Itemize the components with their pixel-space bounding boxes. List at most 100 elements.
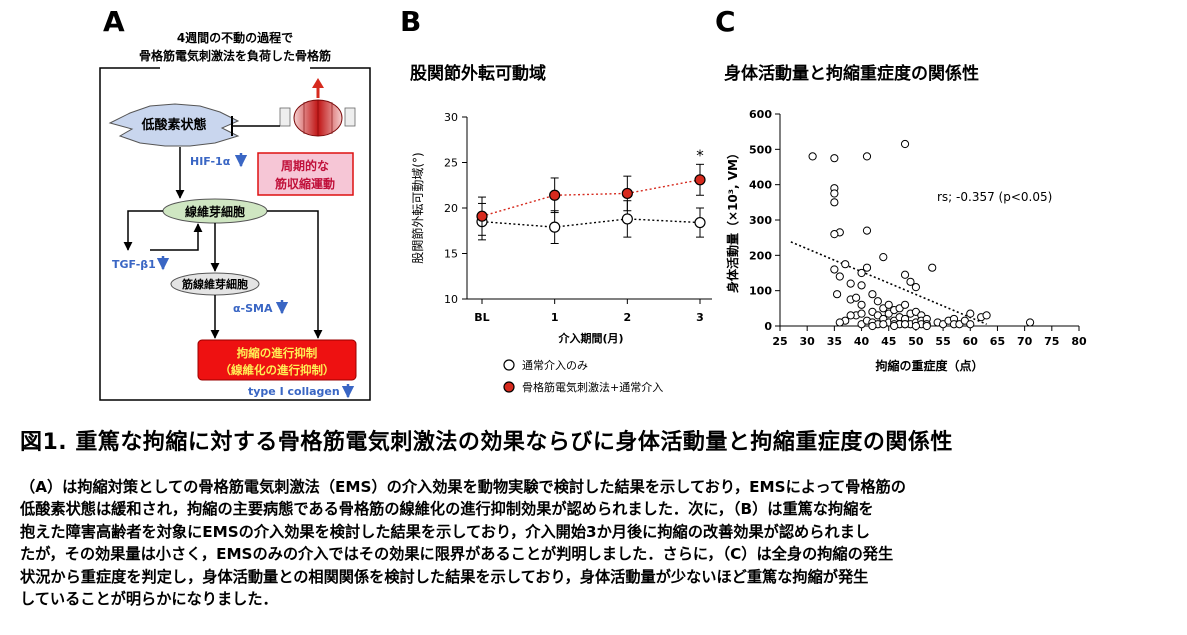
- data-point: [549, 221, 561, 233]
- scatter-point: [890, 321, 899, 331]
- scatter-point: [830, 189, 839, 198]
- caption-line: していることが明らかになりました．: [20, 590, 278, 609]
- y-axis-label: 股関節外転可動域(°): [410, 152, 425, 263]
- scatter-point: [911, 283, 921, 292]
- scatter-point: [857, 300, 866, 309]
- x-tick-label: 65: [990, 335, 1005, 348]
- hif-label: HIF-1α: [190, 155, 231, 168]
- x-tick-label: 30: [800, 335, 816, 348]
- scatter-point: [900, 139, 910, 149]
- scatter-point: [857, 268, 866, 278]
- scatter-point: [868, 290, 877, 299]
- scatter-point: [830, 230, 839, 239]
- caption-line: 抱えた障害高齢者を対象にEMSの介入効果を検討した結果を示しており，介入開始3か…: [20, 522, 870, 541]
- scatter-point: [830, 198, 839, 207]
- y-tick-label: 400: [749, 179, 772, 192]
- legend-label: 通常介入のみ: [522, 359, 588, 372]
- legend-marker: [503, 381, 515, 393]
- x-tick-label: BL: [474, 311, 489, 324]
- x-tick-label: 25: [772, 335, 787, 348]
- legend-label: 骨格筋電気刺激法+通常介入: [522, 380, 663, 394]
- scatter-point: [830, 265, 839, 274]
- x-tick-label: 60: [963, 335, 979, 348]
- muscle-illustration: [279, 78, 356, 137]
- result-label-2: （線維化の進行抑制）: [220, 363, 335, 377]
- scatter-point: [922, 321, 931, 331]
- scatter-point: [1025, 318, 1035, 327]
- scatter-point: [982, 311, 991, 320]
- result-box: [197, 339, 357, 381]
- panel-a-letter: A: [103, 5, 125, 38]
- collagen-label: type I collagen: [248, 385, 340, 398]
- periodic-label-2: 筋収縮運動: [274, 176, 335, 191]
- scatter-point: [884, 300, 893, 309]
- y-tick-label: 25: [444, 157, 458, 170]
- data-point: [621, 213, 633, 225]
- scatter-point: [841, 260, 850, 269]
- frame: [99, 67, 371, 401]
- scatter-point: [835, 272, 844, 281]
- x-tick-label: 3: [696, 311, 704, 324]
- periodic-contraction-box: [257, 152, 354, 196]
- panel-a-diagram: 4週間の不動の過程で 骨格筋電気刺激法を負荷した骨格筋 低酸素状態 周期的な 筋…: [99, 30, 371, 401]
- hypoxia-label: 低酸素状態: [140, 117, 206, 133]
- series-1: [476, 200, 706, 244]
- series-2: [476, 163, 706, 236]
- x-axis-label: 拘縮の重症度（点）: [875, 358, 983, 373]
- scatter-point: [879, 320, 888, 329]
- legend-marker: [503, 359, 515, 371]
- panel-b-letter: B: [400, 5, 422, 38]
- data-point: [549, 189, 561, 201]
- scatter-point: [808, 152, 817, 161]
- y-tick-label: 300: [749, 214, 772, 227]
- scatter-point: [900, 320, 910, 329]
- x-tick-label: 35: [827, 335, 842, 348]
- data-point: [621, 187, 633, 200]
- x-tick-label: 1: [551, 311, 559, 324]
- x-tick-label: 55: [935, 335, 950, 348]
- trend-line: [790, 241, 987, 325]
- tgf-feedback-arrow: [150, 223, 203, 251]
- scatter-point: [868, 321, 877, 331]
- tgf-arrow: [123, 210, 163, 251]
- periodic-label-1: 周期的な: [281, 158, 329, 173]
- y-tick-label: 20: [444, 202, 458, 215]
- frame-title-2: 骨格筋電気刺激法を負荷した骨格筋: [139, 48, 331, 63]
- correlation-annotation: rs; -0.357 (p<0.05): [937, 190, 1052, 204]
- scatter-point: [862, 152, 872, 161]
- x-tick-label: 75: [1044, 335, 1059, 348]
- figure-caption-title: 図1. 重篤な拘縮に対する骨格筋電気刺激法の効果ならびに身体活動量と拘縮重症度の…: [20, 430, 953, 455]
- x-tick-label: 50: [908, 335, 924, 348]
- scatter-point: [906, 277, 915, 286]
- scatter-point: [846, 311, 855, 320]
- scatter-point: [900, 300, 910, 309]
- scatter-point: [830, 154, 839, 163]
- sma-label: α-SMA: [233, 302, 273, 315]
- y-tick-label: 30: [444, 111, 458, 124]
- scatter-point: [852, 293, 861, 302]
- x-tick-label: 45: [881, 335, 896, 348]
- scatter-point: [911, 321, 921, 331]
- y-tick-label: 0: [764, 320, 772, 333]
- caption-line: （A）は拘縮対策としての骨格筋電気刺激法（EMS）の介入効果を動物実験で検討した…: [20, 478, 906, 496]
- scatter-point: [900, 270, 910, 279]
- data-point: [694, 174, 706, 186]
- result-label-1: 拘縮の進行抑制: [237, 346, 318, 360]
- scatter-point: [873, 297, 882, 306]
- y-tick-label: 100: [749, 285, 772, 298]
- hypoxia-burst: [108, 103, 240, 147]
- scatter-point: [857, 309, 866, 318]
- panel-c-title: 身体活動量と拘縮重症度の関係性: [724, 64, 979, 84]
- y-axis-label: 身体活動量（×10³, VM）: [725, 147, 740, 293]
- x-tick-label: 80: [1071, 335, 1087, 348]
- fibroblast-label: 線維芽細胞: [185, 204, 245, 219]
- y-tick-label: 500: [749, 143, 772, 156]
- y-tick-label: 15: [444, 248, 458, 261]
- series-line: [481, 218, 701, 228]
- rom-line-chart: 10 15 20 25 30 BL 1 2 3 * 股関節外転可動域(°) 介入期間(月) 通…: [410, 111, 712, 394]
- y-tick-label: 10: [444, 293, 458, 306]
- significance-marker: *: [696, 146, 704, 164]
- data-point: [694, 216, 706, 229]
- scatter-point: [832, 290, 842, 299]
- caption-line: 低酸素状態は緩和され，拘縮の主要病態である骨格筋の線維化の進行抑制効果が認められ…: [20, 500, 874, 519]
